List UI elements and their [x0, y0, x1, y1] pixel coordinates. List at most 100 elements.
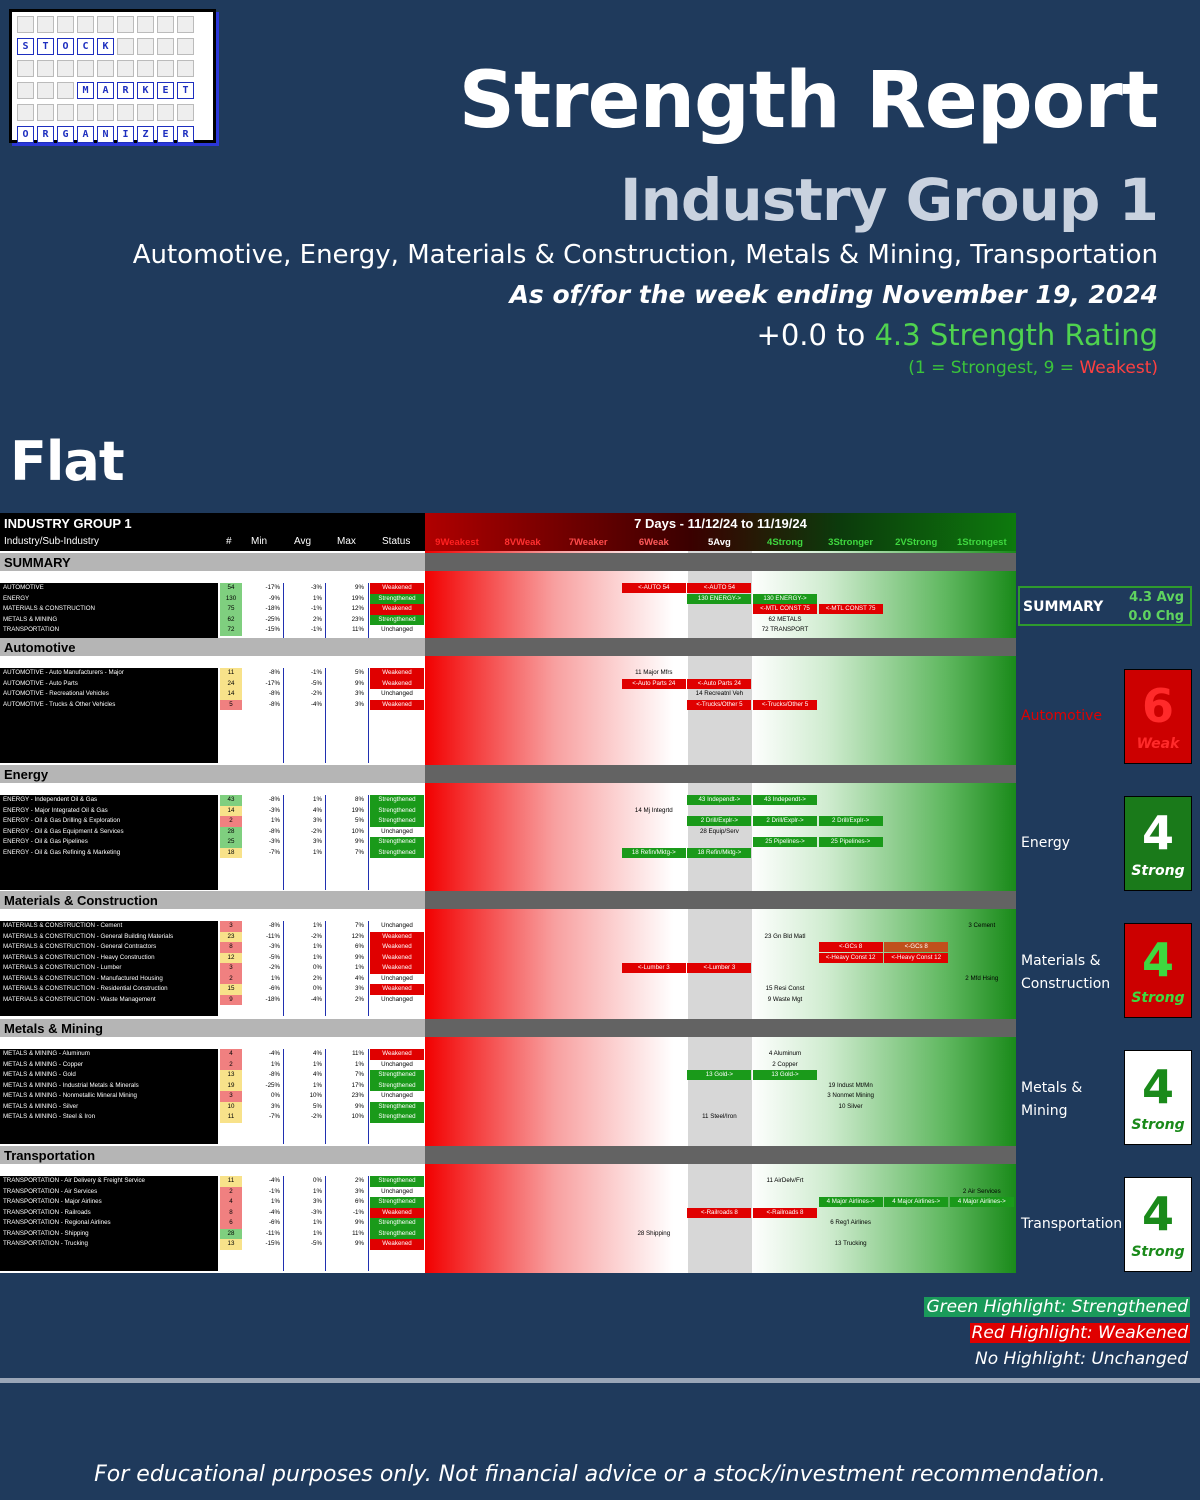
row-max: 3%: [355, 1187, 364, 1195]
strength-rating: +0.0 to 4.3 Strength Rating: [757, 318, 1158, 352]
rating-number: 4: [1141, 1060, 1174, 1114]
row-count: 13: [220, 1239, 242, 1250]
row-count: 13: [220, 1070, 242, 1081]
row-avg: 1%: [313, 953, 322, 961]
logo-cell: O: [17, 126, 34, 143]
legend-red: Red Highlight: Weakened: [969, 1323, 1190, 1343]
row-count: 15: [220, 984, 242, 995]
row-status: Unchanged: [381, 827, 413, 835]
row-status: Strengthened: [370, 1112, 424, 1123]
row-min: -25%: [265, 615, 280, 623]
row-min: -11%: [266, 932, 280, 940]
row-min: -8%: [268, 700, 280, 708]
row-status: Unchanged: [381, 1092, 413, 1099]
zone-marker: 18 Refin/Mktg->: [621, 847, 686, 858]
row-status: Weakened: [370, 678, 424, 689]
zone-marker: <-AUTO 54: [621, 583, 686, 593]
row-name: ENERGY: [3, 594, 30, 602]
zone-label: 7Weaker: [568, 537, 608, 548]
row-name: METALS & MINING - Copper: [3, 1060, 83, 1068]
row-max: 10%: [351, 1113, 364, 1120]
table-row: ENERGY - Oil & Gas Refining & Marketing 1…: [0, 847, 425, 858]
row-name: AUTOMOTIVE - Auto Parts: [3, 679, 78, 687]
row-avg: -3%: [310, 584, 322, 591]
zone-marker: <-Railroads 8: [687, 1207, 752, 1218]
zone-marker: <-Railroads 8: [753, 1207, 817, 1218]
logo-cell: [137, 38, 154, 55]
row-max: 3%: [355, 690, 364, 697]
row-min: -5%: [268, 953, 280, 961]
zone-marker: 11 Steel/Iron: [702, 1113, 737, 1120]
row-name: TRANSPORTATION - Air Delivery & Freight …: [3, 1177, 145, 1184]
row-max: 7%: [355, 1071, 364, 1078]
zone-marker: <-GCs 8: [884, 942, 949, 952]
zone-marker: <-Auto Parts 24: [621, 678, 686, 689]
row-avg: 0%: [313, 985, 322, 992]
logo-cell: [37, 82, 54, 99]
name-column-bg: [0, 921, 218, 1016]
row-max: 4%: [355, 974, 364, 982]
column-rule: [283, 583, 284, 638]
row-count: 9: [220, 994, 242, 1005]
row-name: METALS & MINING - Industrial Metals & Mi…: [3, 1081, 139, 1089]
row-status: Strengthened: [370, 1101, 424, 1112]
industry-groups-list: Automotive, Energy, Materials & Construc…: [132, 240, 1158, 270]
row-min: -2%: [268, 964, 280, 971]
row-max: 9%: [355, 1102, 364, 1110]
row-name: TRANSPORTATION - Air Services: [3, 1187, 98, 1195]
row-status: Strengthened: [370, 805, 424, 816]
row-avg: 0%: [313, 964, 322, 971]
row-name: MATERIALS & CONSTRUCTION - Heavy Constru…: [3, 953, 155, 961]
row-avg: -1%: [310, 626, 322, 633]
row-avg: 2%: [313, 615, 322, 623]
trend-label: Flat: [10, 430, 125, 493]
table-row: ENERGY - Oil & Gas Drilling & Exploratio…: [0, 816, 425, 827]
row-name: MATERIALS & CONSTRUCTION - Cement: [3, 922, 123, 929]
column-rule: [325, 1049, 326, 1144]
row-status: Strengthened: [370, 795, 424, 806]
row-count: 62: [220, 614, 242, 625]
zone-marker: 2 Drill/Explr->: [753, 816, 817, 826]
table-row: METALS & MINING - Copper 2 1% 1% 1% Unchanged: [0, 1059, 425, 1070]
section-label: Automotive: [4, 640, 76, 655]
row-max: 9%: [355, 1219, 364, 1226]
sector-label: Metals & Mining: [1021, 1080, 1083, 1119]
table-row: TRANSPORTATION - Shipping 28 -11% 1% 11% Stre…: [0, 1228, 425, 1239]
logo-cell: I: [117, 126, 134, 143]
row-status: Strengthened: [370, 614, 424, 625]
row-count: 3: [220, 921, 242, 932]
row-max: 10%: [351, 827, 364, 835]
section-band-zone: [425, 1019, 1016, 1037]
section-band: Materials & Construction: [0, 891, 1016, 909]
row-count: 24: [220, 678, 242, 689]
row-status: Unchanged: [381, 1187, 413, 1195]
row-avg: 4%: [313, 1050, 322, 1057]
row-name: ENERGY - Oil & Gas Refining & Marketing: [3, 848, 121, 856]
name-column-bg: [0, 668, 218, 763]
row-count: 14: [220, 689, 242, 700]
rating-number: 4: [1141, 806, 1174, 860]
zone-label: 2VStrong: [895, 537, 938, 548]
row-avg: -1%: [310, 669, 322, 676]
summary-label: SUMMARY: [1023, 599, 1104, 615]
zone-marker: 4 Major Airlines->: [884, 1197, 949, 1207]
row-min: 1%: [271, 1060, 280, 1068]
row-max: 12%: [351, 605, 364, 612]
sector-rating-box: 4 Strong: [1124, 796, 1192, 891]
row-status: Strengthened: [370, 1176, 424, 1187]
table-row: MATERIALS & CONSTRUCTION - Waste Managem…: [0, 994, 425, 1005]
row-max: 3%: [355, 700, 364, 708]
sector-label: Transportation: [1021, 1216, 1123, 1232]
table-row: METALS & MINING - Aluminum 4 -4% 4% 11% Weake…: [0, 1049, 425, 1060]
row-name: AUTOMOTIVE: [3, 584, 44, 591]
zone-marker: 23 Gn Bld Matl: [764, 932, 806, 940]
row-name: MATERIALS & CONSTRUCTION - Waste Managem…: [3, 995, 156, 1003]
row-count: 11: [220, 668, 242, 679]
legend-none: No Highlight: Unchanged: [975, 1349, 1188, 1369]
row-min: -3%: [268, 943, 280, 950]
table-row: AUTOMOTIVE - Auto Manufacturers - Major 1…: [0, 668, 425, 679]
table-row: TRANSPORTATION - Air Services 2 -1% 1% 3% Unc…: [0, 1186, 425, 1197]
column-rule: [368, 583, 369, 638]
section-band: Automotive: [0, 638, 1016, 656]
